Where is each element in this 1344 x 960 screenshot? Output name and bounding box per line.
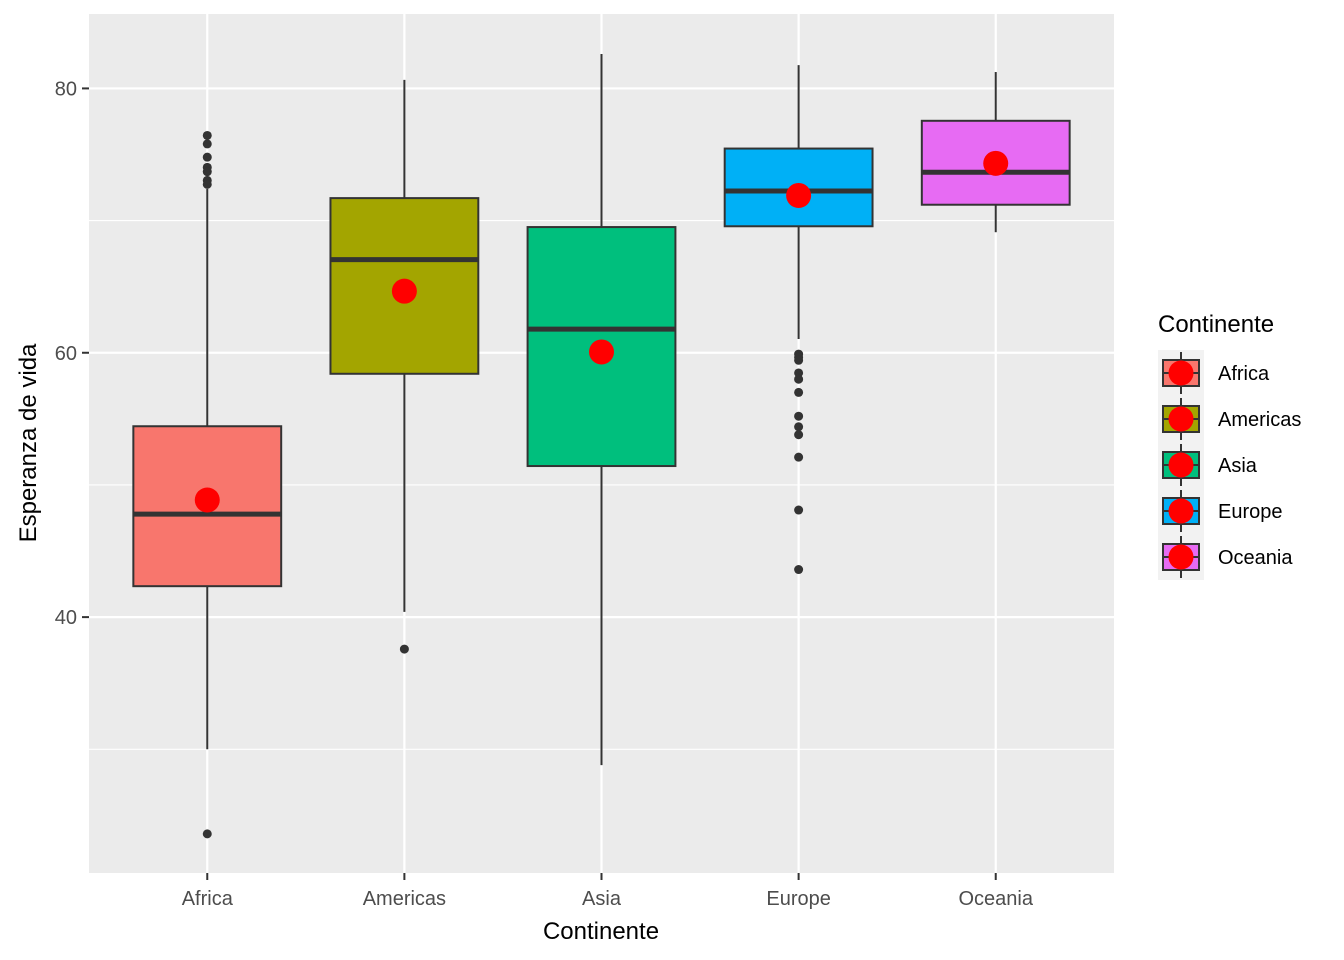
outlier-point — [202, 179, 212, 189]
outlier-point — [794, 430, 804, 440]
legend-item-africa: Africa — [1162, 352, 1270, 394]
box-europe — [723, 65, 874, 575]
y-tick-label: 40 — [55, 607, 77, 629]
y-tick-label: 80 — [55, 78, 77, 100]
mean-point — [194, 487, 220, 513]
outlier-point — [794, 387, 804, 397]
outlier-point — [794, 411, 804, 421]
legend-label: Oceania — [1218, 547, 1293, 569]
legend-item-oceania: Oceania — [1162, 536, 1293, 578]
x-axis-title: Continente — [543, 918, 659, 945]
box-asia — [526, 54, 677, 766]
outlier-point — [202, 139, 212, 149]
box-oceania — [920, 72, 1071, 233]
legend-title: Continente — [1158, 311, 1274, 338]
x-tick-label: Oceania — [958, 888, 1033, 910]
legend-mean-dot — [1168, 406, 1194, 432]
x-tick-label: Asia — [582, 888, 622, 910]
y-axis: 40 60 80 — [55, 78, 89, 629]
x-tick-label: Europe — [766, 888, 831, 910]
outlier-point — [794, 505, 804, 515]
legend: Continente Africa Americas Asia Europe Ocean… — [1158, 311, 1301, 580]
box-americas — [329, 79, 480, 654]
legend-mean-dot — [1168, 360, 1194, 386]
x-axis: Africa Americas Asia Europe Oceania — [182, 873, 1034, 910]
boxes — [132, 54, 1071, 839]
legend-label: Asia — [1218, 455, 1258, 477]
outlier-point — [794, 452, 804, 462]
legend-mean-dot — [1168, 452, 1194, 478]
outlier-point — [202, 829, 212, 839]
outlier-point — [794, 565, 804, 575]
legend-mean-dot — [1168, 498, 1194, 524]
outlier-point — [202, 167, 212, 177]
legend-mean-dot — [1168, 544, 1194, 570]
x-tick-label: Africa — [182, 888, 234, 910]
outlier-point — [202, 152, 212, 162]
y-tick-label: 60 — [55, 343, 77, 365]
mean-point — [589, 339, 614, 365]
y-axis-title: Esperanza de vida — [15, 343, 42, 542]
legend-label: Europe — [1218, 501, 1283, 523]
x-tick-label: Americas — [363, 888, 446, 910]
mean-point — [391, 278, 417, 304]
legend-item-asia: Asia — [1162, 444, 1258, 486]
outlier-point — [794, 374, 804, 384]
outlier-point — [399, 644, 409, 654]
outlier-point — [794, 355, 804, 365]
mean-point — [983, 150, 1009, 176]
mean-point — [786, 182, 812, 208]
legend-label: Americas — [1218, 409, 1301, 431]
outlier-point — [794, 422, 804, 432]
legend-item-americas: Americas — [1162, 398, 1301, 440]
outlier-point — [202, 130, 212, 140]
legend-item-europe: Europe — [1162, 490, 1283, 532]
legend-label: Africa — [1218, 363, 1270, 385]
box-africa — [132, 130, 283, 839]
outlier-point — [794, 368, 804, 378]
